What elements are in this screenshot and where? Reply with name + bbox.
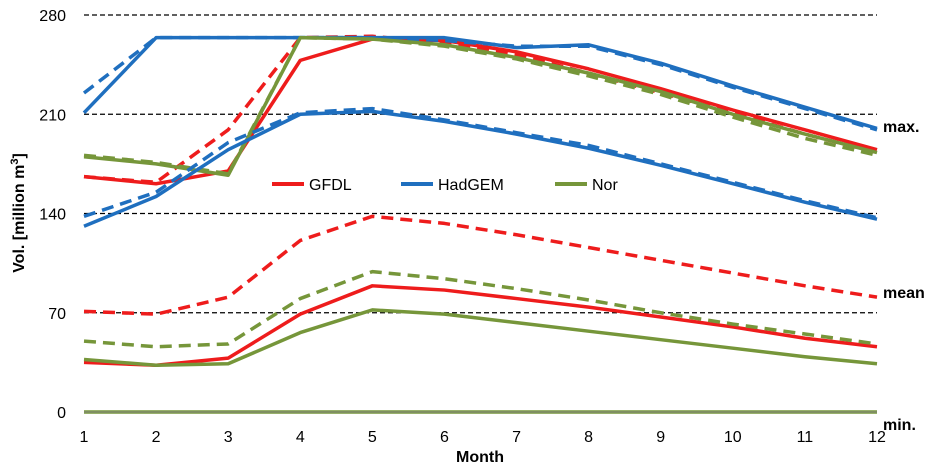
- legend: GFDL HadGEM Nor: [272, 177, 618, 194]
- y-axis-title: Vol. [million m3]: [9, 153, 28, 273]
- series-line-hadgem-max-dashed: [82, 35, 878, 132]
- legend-label-nor: Nor: [592, 177, 618, 194]
- legend-label-gfdl: GFDL: [309, 177, 352, 194]
- series-line-nor-mean-dashed: [83, 269, 878, 349]
- y-axis-title-end: ]: [11, 153, 28, 158]
- label-max: max.: [883, 119, 919, 136]
- y-tick-label-0: 0: [57, 405, 66, 422]
- series-line-nor-max-dashed: [83, 35, 878, 176]
- x-tick-label-3: 4: [296, 429, 305, 446]
- gridlines: [84, 14, 877, 314]
- x-tick-label-2: 3: [224, 429, 233, 446]
- x-tick-label-11: 12: [868, 429, 886, 446]
- x-tick-label-10: 11: [797, 429, 814, 446]
- series-line-gfdl-mean-solid: [83, 284, 878, 367]
- x-axis-title: Month: [456, 449, 504, 466]
- y-tick-label-3: 210: [39, 107, 66, 124]
- series-line-nor-max-solid: [83, 35, 878, 177]
- series-line-hadgem-mid-dashed: [83, 106, 878, 220]
- x-tick-labels: 1 2 3 4 5 6 7 8 9 10 11 12: [80, 429, 886, 446]
- x-tick-label-0: 1: [80, 429, 89, 446]
- y-tick-label-4: 280: [39, 8, 66, 25]
- series-line-gfdl-max-dashed: [83, 34, 878, 185]
- x-tick-label-4: 5: [368, 429, 377, 446]
- series-line-gfdl-max-solid: [83, 37, 878, 186]
- y-tick-label-2: 140: [39, 207, 66, 224]
- label-mean: mean: [883, 285, 925, 302]
- y-axis-title-superscript: 3: [9, 159, 21, 165]
- label-min: min.: [883, 417, 916, 434]
- x-tick-label-1: 2: [152, 429, 161, 446]
- legend-label-hadgem: HadGEM: [438, 177, 504, 194]
- series-line-gfdl-mean-dashed: [83, 214, 878, 316]
- x-tick-label-5: 6: [440, 429, 449, 446]
- y-axis-title-main: Vol. [million m: [11, 165, 28, 273]
- x-tick-label-9: 10: [724, 429, 742, 446]
- y-tick-label-1: 70: [48, 306, 66, 323]
- x-tick-label-7: 8: [584, 429, 593, 446]
- series-lines: [82, 34, 878, 414]
- x-tick-label-6: 7: [512, 429, 521, 446]
- y-tick-labels: 0 70 140 210 280: [39, 8, 66, 422]
- x-tick-label-8: 9: [656, 429, 665, 446]
- series-line-nor-mean-solid: [83, 308, 878, 367]
